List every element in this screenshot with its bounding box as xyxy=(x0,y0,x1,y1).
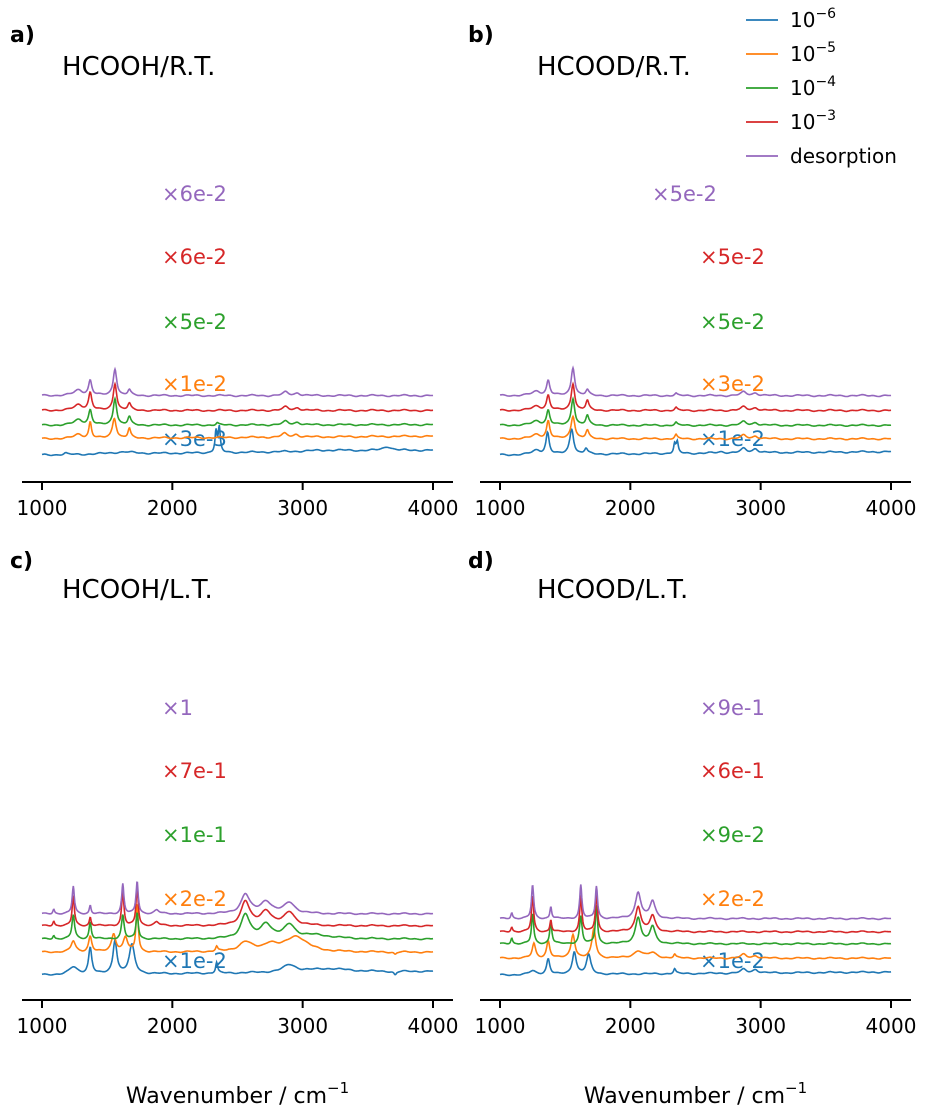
series-line-1e-5 xyxy=(499,926,892,960)
panel-title: HCOOH/R.T. xyxy=(62,52,215,82)
panel-b: b)HCOOD/R.T.1000 2000 3000 4000×1e-2×3e-2×5… xyxy=(468,23,916,520)
x-tick-label: 4000 xyxy=(408,1014,459,1038)
panel-title: HCOOH/L.T. xyxy=(62,575,213,605)
x-tick-label: 2000 xyxy=(147,1014,198,1038)
series-line-1e-3 xyxy=(499,381,892,413)
scale-factor-label: ×7e-1 xyxy=(162,759,227,783)
panel-a: a)HCOOH/R.T.1000 2000 3000 4000×3e-3×1e-2×5… xyxy=(10,23,458,520)
x-tick-label: 4000 xyxy=(408,496,459,520)
panel-letter: a) xyxy=(10,23,35,48)
x-tick-label: 2000 xyxy=(605,496,656,520)
scale-factor-label: ×1 xyxy=(162,696,193,720)
panel-letter: c) xyxy=(10,549,33,574)
scale-factor-label: ×2e-2 xyxy=(162,887,227,911)
panel-d: d) HCOOD/L.T. 1000 2000 3000 4000 ×1e-2 ×2e-2 ×9… xyxy=(468,549,916,1038)
panels: a)HCOOH/R.T.1000 2000 3000 4000×3e-3×1e-2×5… xyxy=(10,23,916,1038)
x-tick-label: 1000 xyxy=(475,496,526,520)
scale-factor-label: ×6e-2 xyxy=(162,182,227,206)
scale-factor-label: ×1e-2 xyxy=(700,949,765,973)
series-line-1e-3 xyxy=(499,893,892,934)
scale-factor-label: ×3e-2 xyxy=(700,372,765,396)
legend-label: 10−3 xyxy=(790,108,836,134)
series-line-1e-4 xyxy=(41,396,434,427)
series-line-1e-4 xyxy=(499,396,892,428)
series-line-1e-6 xyxy=(499,951,892,977)
x-axis-title: Wavenumber / cm−1 xyxy=(584,1079,807,1109)
scale-factor-label: ×1e-2 xyxy=(162,949,227,973)
x-tick-label: 1000 xyxy=(17,496,68,520)
scale-factor-label: ×1e-1 xyxy=(162,823,227,847)
x-tick-label: 3000 xyxy=(277,1014,328,1038)
panel-letter: b) xyxy=(468,23,494,48)
x-tick-label: 2000 xyxy=(147,496,198,520)
panel-letter: d) xyxy=(468,549,494,574)
series-line-1e-5 xyxy=(41,903,434,955)
x-axis-title: Wavenumber / cm−1 xyxy=(126,1079,349,1109)
series-line-desorption xyxy=(41,366,434,398)
x-axis-labels: Wavenumber / cm−1 Wavenumber / cm−1 xyxy=(126,1079,807,1109)
legend: 10−6 10−5 10−4 10−3 desorption xyxy=(746,6,897,168)
scale-factor-label: ×5e-2 xyxy=(652,182,717,206)
series-line-1e-6 xyxy=(499,428,892,457)
x-tick-label: 2000 xyxy=(605,1014,656,1038)
series-line-1e-6 xyxy=(41,424,434,457)
x-tick-label: 3000 xyxy=(735,1014,786,1038)
legend-label: 10−6 xyxy=(790,6,836,32)
panel-title: HCOOD/L.T. xyxy=(537,575,688,605)
scale-factor-label: ×6e-2 xyxy=(162,245,227,269)
series-line-1e-6 xyxy=(41,937,434,976)
legend-label: desorption xyxy=(790,144,897,168)
series-line-1e-5 xyxy=(499,414,892,441)
x-tick-label: 3000 xyxy=(277,496,328,520)
series-line-1e-3 xyxy=(41,886,434,928)
scale-factor-label: ×2e-2 xyxy=(700,887,765,911)
panel-title: HCOOD/R.T. xyxy=(537,52,691,82)
legend-label: 10−4 xyxy=(790,74,836,100)
series-line-1e-4 xyxy=(499,905,892,946)
legend-label: 10−5 xyxy=(790,40,836,66)
scale-factor-label: ×9e-2 xyxy=(700,823,765,847)
x-tick-label: 1000 xyxy=(475,1014,526,1038)
scale-factor-label: ×5e-2 xyxy=(700,245,765,269)
x-tick-label: 4000 xyxy=(866,1014,917,1038)
scale-factor-label: ×5e-2 xyxy=(162,310,227,334)
series-line-desorption xyxy=(41,881,434,916)
series-line-1e-4 xyxy=(41,912,434,941)
series-line-desorption xyxy=(499,365,892,398)
series-line-1e-5 xyxy=(41,417,434,440)
x-tick-label: 1000 xyxy=(17,1014,68,1038)
scale-factor-label: ×6e-1 xyxy=(700,759,765,783)
scale-factor-label: ×9e-1 xyxy=(700,696,765,720)
series-line-desorption xyxy=(499,884,892,921)
series-line-1e-3 xyxy=(41,381,434,413)
panel-c: c) HCOOH/L.T. 1000 2000 3000 4000 ×1e-2 ×2e-2 ×1… xyxy=(10,549,458,1038)
x-tick-label: 4000 xyxy=(866,496,917,520)
x-tick-label: 3000 xyxy=(735,496,786,520)
scale-factor-label: ×1e-2 xyxy=(162,372,227,396)
scale-factor-label: ×5e-2 xyxy=(700,310,765,334)
